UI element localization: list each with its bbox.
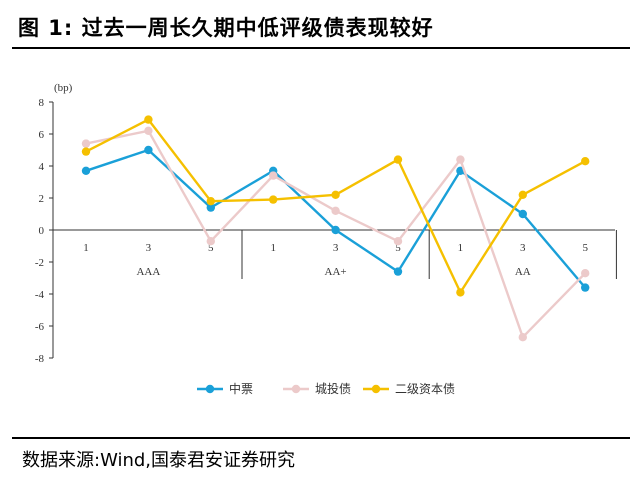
data-point [456, 288, 465, 297]
data-point [81, 147, 91, 156]
line-chart: 8 6 4 2 0 -2 -4 -6 -8 (bp) 1 3 5 1 3 5 1 3 5 AAA AA+ AA 中票 城投债… [35, 82, 617, 396]
source-rule [12, 437, 630, 439]
x-tick-label: 1 [458, 242, 464, 254]
group-label: AA [515, 266, 531, 278]
source-note: 数据来源:Wind,国泰君安证券研究 [22, 450, 296, 471]
y-tick-label: -4 [35, 289, 45, 301]
data-point [393, 267, 403, 276]
group-label: AA+ [325, 266, 347, 278]
data-point [581, 157, 590, 166]
x-tick-label: 1 [270, 242, 276, 254]
data-point [331, 190, 340, 199]
y-tick-label: -2 [35, 257, 44, 269]
data-point [81, 166, 91, 175]
chart-axes: 8 6 4 2 0 -2 -4 -6 -8 (bp) 1 3 5 1 3 5 1 3 5 AAA AA+ AA [35, 82, 617, 365]
data-point [456, 155, 465, 164]
data-point [144, 145, 153, 155]
y-tick-label: 0 [39, 225, 45, 237]
y-tick-label: 8 [39, 97, 45, 109]
data-point [206, 197, 215, 206]
x-tick-label: 3 [146, 242, 152, 254]
y-tick-label: 6 [39, 129, 45, 141]
y-tick-label: -6 [35, 321, 45, 333]
data-point [206, 237, 215, 246]
data-point [206, 203, 215, 212]
chart-series [81, 115, 590, 342]
title-rule [12, 47, 630, 49]
chart-legend: 中票 城投债 二级资本债 [197, 381, 455, 396]
x-tick-label: 1 [83, 242, 89, 254]
x-tick-label: 3 [520, 242, 526, 254]
data-point [518, 190, 527, 199]
data-point [581, 269, 590, 278]
legend-label: 二级资本债 [395, 382, 455, 396]
y-tick-label: 4 [39, 161, 45, 173]
y-tick-label: 2 [39, 193, 45, 205]
data-point [518, 333, 527, 342]
data-point [81, 139, 91, 148]
legend-label: 城投债 [315, 381, 351, 396]
legend-swatch-marker [371, 384, 381, 394]
data-point [331, 206, 340, 215]
x-tick-label: 3 [333, 242, 339, 254]
data-point [518, 209, 527, 219]
data-point [269, 171, 278, 180]
data-point [144, 115, 153, 124]
legend-swatch-marker [205, 384, 215, 394]
x-tick-label: 5 [208, 242, 214, 254]
y-unit-label: (bp) [54, 82, 73, 94]
data-point [581, 283, 590, 292]
y-tick-label: -8 [35, 353, 45, 365]
x-tick-label: 5 [395, 242, 401, 254]
figure-title: 图 1: 过去一周长久期中低评级债表现较好 [18, 16, 434, 40]
data-point [393, 155, 403, 164]
x-tick-label: 5 [582, 242, 588, 254]
data-point [331, 225, 340, 235]
data-point [144, 126, 153, 135]
legend-label: 中票 [229, 381, 253, 396]
legend-swatch-marker [291, 384, 301, 394]
group-label: AAA [136, 266, 160, 278]
data-point [269, 195, 278, 204]
data-point [393, 237, 403, 246]
